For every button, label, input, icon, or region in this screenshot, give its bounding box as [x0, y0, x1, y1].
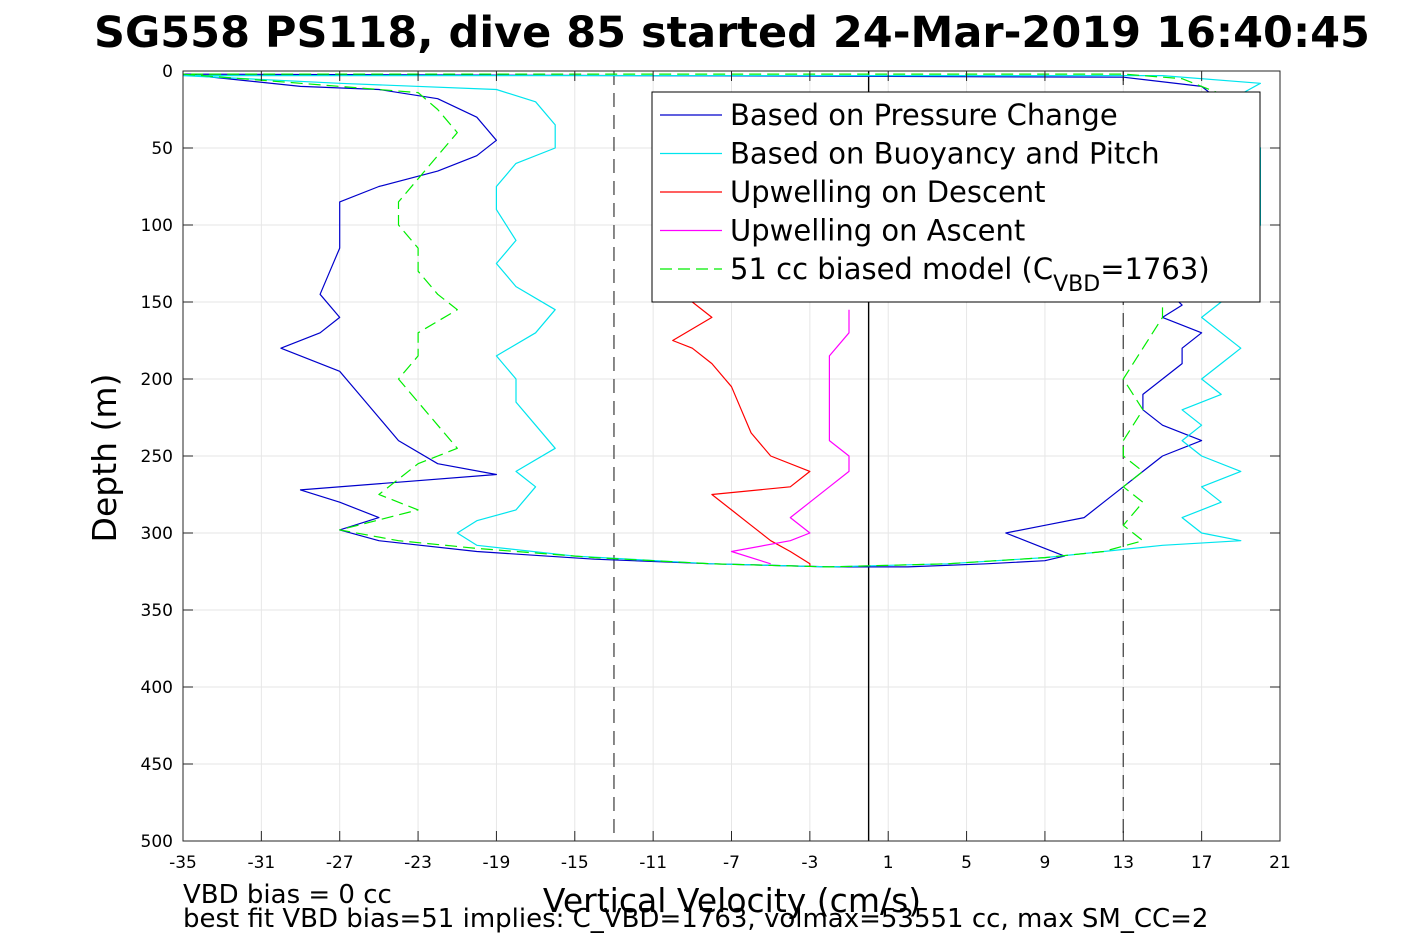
legend-label-1: Based on Buoyancy and Pitch — [730, 137, 1160, 171]
x-tick-label: 21 — [1269, 853, 1291, 873]
series-line-3 — [730, 309, 850, 565]
y-tick-label: 100 — [141, 216, 173, 236]
y-tick-label: 300 — [141, 524, 173, 544]
x-tick-label: -31 — [247, 853, 275, 873]
legend-label-3: Upwelling on Ascent — [730, 214, 1025, 248]
x-axis-label: Vertical Velocity (cm/s) — [543, 881, 921, 920]
y-tick-label: 200 — [141, 370, 173, 390]
y-tick-label: 400 — [141, 678, 173, 698]
x-tick-label: -15 — [561, 853, 589, 873]
legend-box — [651, 91, 1261, 303]
x-tick-label: -19 — [483, 853, 511, 873]
x-tick-label: -35 — [169, 853, 197, 873]
y-tick-label: 50 — [151, 139, 173, 159]
y-tick-label: 450 — [141, 755, 173, 775]
x-tick-label: -23 — [404, 853, 432, 873]
x-tick-label: -27 — [326, 853, 354, 873]
legend-label-2: Upwelling on Descent — [730, 175, 1046, 209]
y-axis: 0 50 100 150 200 250 300 350 400 450 500 — [141, 62, 1280, 852]
x-tick-label: 1 — [883, 853, 894, 873]
annotation-best-fit: best fit VBD bias=51 implies: C_VBD=1763… — [183, 904, 1208, 934]
y-tick-label: 250 — [141, 447, 173, 467]
legend: Based on Pressure Change Based on Buoyanc… — [651, 91, 1261, 303]
chart-title: SG558 PS118, dive 85 started 24-Mar-2019… — [94, 8, 1370, 58]
legend-label-0: Based on Pressure Change — [730, 98, 1118, 132]
y-tick-label: 0 — [162, 62, 173, 82]
x-tick-label: 9 — [1040, 853, 1051, 873]
x-tick-label: -11 — [639, 853, 667, 873]
x-tick-label: -3 — [801, 853, 818, 873]
y-tick-label: 350 — [141, 601, 173, 621]
x-tick-label: 13 — [1112, 853, 1134, 873]
x-tick-label: 5 — [961, 853, 972, 873]
y-axis-label: Depth (m) — [85, 374, 124, 543]
x-tick-label: -7 — [723, 853, 740, 873]
annotation-vbd-bias: VBD bias = 0 cc — [183, 880, 392, 910]
y-tick-label: 150 — [141, 293, 173, 313]
x-axis: -35 -31 -27 -23 -19 -15 -11 -7 -3 1 5 9 13 17 21 — [169, 71, 1291, 873]
y-tick-label: 500 — [141, 832, 173, 852]
legend-label-4: 51 cc biased model (CVBD=1763) — [730, 252, 1210, 297]
series-line-4 — [183, 73, 1222, 568]
series-line-2 — [672, 301, 811, 567]
x-tick-label: 17 — [1191, 853, 1213, 873]
